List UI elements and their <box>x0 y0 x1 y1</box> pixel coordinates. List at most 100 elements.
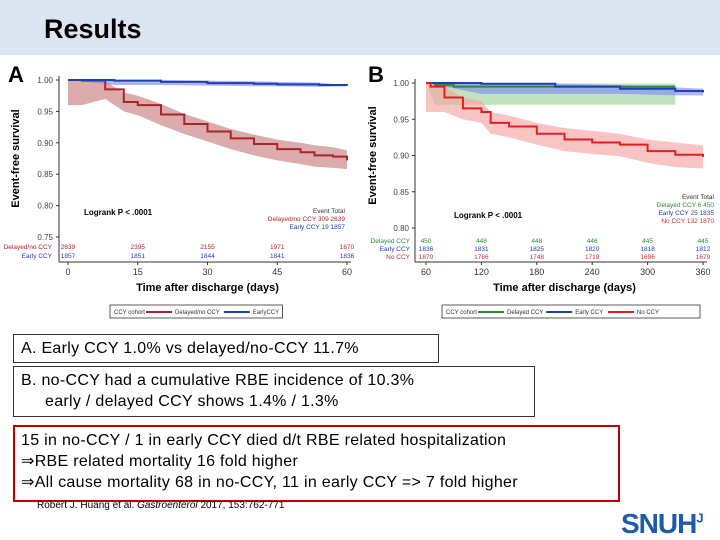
at-risk-value: 1696 <box>640 254 655 261</box>
at-risk-value: 1831 <box>474 246 489 253</box>
summary-b-line2: early / delayed CCY shows 1.4% / 1.3% <box>45 393 339 410</box>
at-risk-value: 2395 <box>131 244 146 251</box>
at-risk-label: Delayed CCY <box>371 238 411 245</box>
at-risk-value: 446 <box>587 238 598 245</box>
x-axis-title: Time after discharge (days) <box>136 282 279 294</box>
y-tick-label: 0.95 <box>37 107 53 116</box>
panel-label: A <box>8 62 24 87</box>
at-risk-value: 448 <box>531 238 542 245</box>
at-risk-value: 1857 <box>61 253 76 260</box>
at-risk-label: No CCY <box>386 254 411 261</box>
at-risk-value: 2155 <box>200 244 215 251</box>
at-risk-value: 1679 <box>696 254 711 261</box>
x-tick-label: 30 <box>202 267 212 277</box>
y-tick-label: 0.80 <box>393 224 409 233</box>
event-table-row: Early CCY 19 1857 <box>289 224 345 231</box>
at-risk-value: 1818 <box>640 246 655 253</box>
event-table-header: Event Total <box>313 208 346 215</box>
km-charts: A 0.75 0.80 0.85 0.90 0.95 1.00 0 15 30 45 60 Time a… <box>4 62 715 319</box>
at-risk-value: 445 <box>698 238 709 245</box>
event-table-row: No CCY 132 1870 <box>661 218 714 225</box>
summary-a-text: A. Early CCY 1.0% vs delayed/no-CCY 11.7… <box>21 340 359 357</box>
survival-line-no-ccy <box>426 82 704 157</box>
at-risk-value: 1825 <box>530 246 545 253</box>
y-tick-label: 1.00 <box>393 79 409 88</box>
at-risk-value: 1766 <box>474 254 489 261</box>
citation-journal: Gastroenterol <box>137 500 198 511</box>
event-table-header: Event Total <box>682 194 715 201</box>
at-risk-value: 1841 <box>270 253 285 260</box>
at-risk-value: 2639 <box>61 244 76 251</box>
legend-entry: Early CCY <box>575 310 603 316</box>
survival-line-earlyccy <box>68 79 348 87</box>
mortality-box: 15 in no-CCY / 1 in early CCY died d/t R… <box>13 425 620 502</box>
logrank-annotation: Logrank P < .0001 <box>84 208 153 217</box>
citation-details: 2017, 153:762-771 <box>200 500 285 511</box>
panel-label: B <box>368 62 384 87</box>
citation-authors: Robert J. Huang et al. <box>37 500 135 511</box>
at-risk-value: 448 <box>476 238 487 245</box>
x-tick-label: 180 <box>529 267 544 277</box>
event-table-row: Early CCY 25 1835 <box>658 210 714 217</box>
at-risk-label: Early CCY <box>380 246 411 253</box>
survival-line-early-ccy <box>426 82 704 93</box>
at-risk-value: 1971 <box>270 244 285 251</box>
legend-title: CCY cohort <box>114 310 145 316</box>
at-risk-value: 1719 <box>585 254 600 261</box>
header-band <box>0 0 720 55</box>
x-tick-label: 0 <box>65 267 70 277</box>
at-risk-value: 1820 <box>585 246 600 253</box>
y-tick-label: 0.85 <box>393 188 409 197</box>
y-tick-label: 0.75 <box>37 233 53 242</box>
at-risk-value: 445 <box>642 238 653 245</box>
citation: Robert J. Huang et al. Gastroenterol 201… <box>37 500 284 511</box>
y-tick-label: 0.90 <box>37 139 53 148</box>
x-tick-label: 360 <box>695 267 710 277</box>
logrank-annotation: Logrank P < .0001 <box>454 211 523 220</box>
mortality-line2: ⇒RBE related mortality 16 fold higher <box>21 453 299 470</box>
at-risk-value: 1870 <box>419 254 434 261</box>
legend-entry: Delayed CCY <box>507 310 543 316</box>
snuh-logo: SNUHJ <box>621 508 704 540</box>
at-risk-value: 450 <box>421 238 432 245</box>
x-tick-label: 45 <box>272 267 282 277</box>
legend-entry: EarlyCCY <box>253 310 279 316</box>
y-axis-title: Event-free survival <box>10 109 22 207</box>
at-risk-label: Early CCY <box>22 253 53 260</box>
mortality-line1: 15 in no-CCY / 1 in early CCY died d/t R… <box>21 432 507 449</box>
at-risk-value: 1844 <box>200 253 215 260</box>
legend-title: CCY cohort <box>446 310 477 316</box>
legend-box <box>109 304 283 319</box>
x-axis-title: Time after discharge (days) <box>493 282 636 294</box>
y-tick-label: 0.90 <box>393 152 409 161</box>
legend-box <box>441 304 701 319</box>
legend: CCY cohort Delayed CCY Early CCY No CCY <box>441 304 701 319</box>
x-tick-label: 120 <box>474 267 489 277</box>
at-risk-value: 1851 <box>131 253 146 260</box>
summary-box-a: A. Early CCY 1.0% vs delayed/no-CCY 11.7… <box>13 334 439 363</box>
legend-entry: Delayed/no CCY <box>175 310 220 316</box>
at-risk-value: 1836 <box>419 246 434 253</box>
slide-title: Results <box>44 14 142 44</box>
x-tick-label: 15 <box>133 267 143 277</box>
event-table-row: Delayed CCY 6 450 <box>657 202 715 209</box>
event-table-row: Delayed/no CCY 309 2639 <box>268 216 346 223</box>
at-risk-value: 1748 <box>530 254 545 261</box>
logo-mark: J <box>696 510 703 526</box>
y-tick-label: 1.00 <box>37 76 53 85</box>
logo-text: SNUH <box>621 508 697 539</box>
legend: CCY cohort Delayed/no CCY EarlyCCY <box>109 304 283 319</box>
y-tick-label: 0.80 <box>37 202 53 211</box>
y-axis-title: Event-free survival <box>367 106 379 204</box>
x-tick-label: 60 <box>342 267 352 277</box>
x-tick-label: 60 <box>421 267 431 277</box>
summary-b-line1: B. no-CCY had a cumulative RBE incidence… <box>21 372 415 389</box>
y-tick-label: 0.85 <box>37 170 53 179</box>
y-tick-label: 0.95 <box>393 115 409 124</box>
at-risk-label: Delayed/no CCY <box>4 244 53 251</box>
x-tick-label: 240 <box>585 267 600 277</box>
chart-panel-b: B 0.80 0.85 0.90 0.95 1.00 60 120 180 240 300 360 Ti… <box>367 62 715 319</box>
ci-band-no-ccy <box>426 83 703 169</box>
at-risk-value: 1836 <box>340 253 355 260</box>
legend-entry: No CCY <box>637 310 659 316</box>
